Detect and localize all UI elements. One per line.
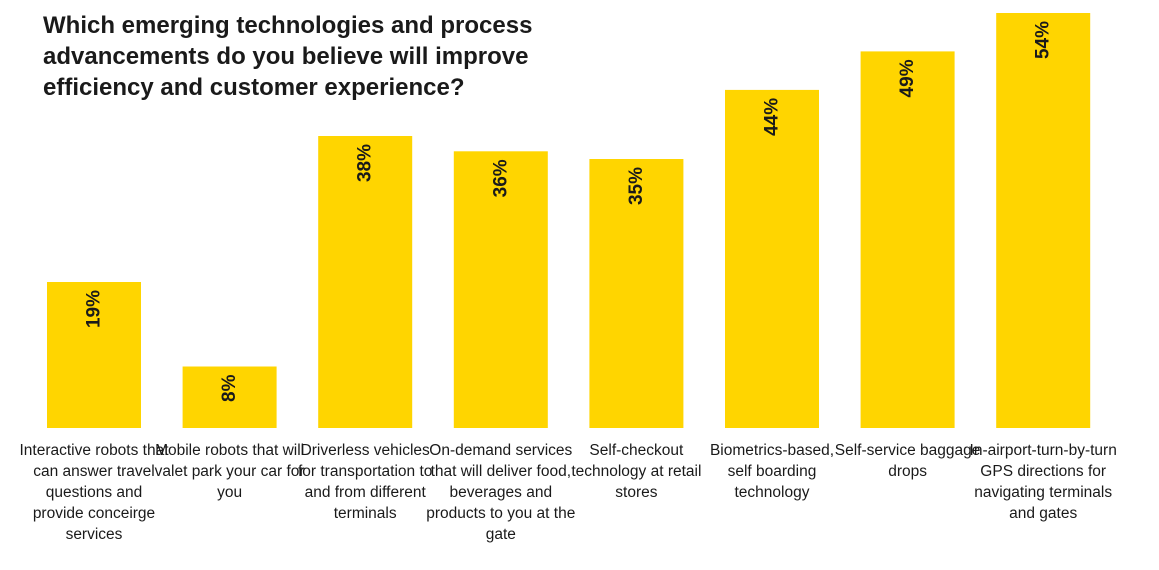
bar-8 [996, 13, 1091, 428]
bar-2 [182, 366, 277, 428]
category-label-4: On-demand services that will deliver foo… [426, 442, 576, 543]
chart-title: Which emerging technologies and process … [43, 12, 533, 101]
bar-value-label-6: 44% [762, 98, 783, 136]
bar-value-label-4: 36% [490, 159, 511, 197]
category-label-6: Biometrics-based, self boarding technolo… [709, 442, 835, 501]
bar-value-label-1: 19% [84, 290, 105, 328]
bar-1 [47, 282, 141, 428]
bar-value-label-7: 49% [897, 59, 918, 97]
bar-value-label-8: 54% [1033, 21, 1054, 59]
category-label-3: Driverless vehicles for transportation t… [297, 442, 433, 522]
bar-5 [589, 159, 684, 428]
bar-value-label-5: 35% [626, 167, 647, 205]
category-label-1: Interactive robots that can answer trave… [19, 442, 169, 543]
bar-3 [318, 136, 413, 428]
bar-value-label-2: 8% [219, 374, 240, 402]
bar-6 [725, 89, 819, 429]
category-label-7: Self-service baggage drops [834, 442, 981, 480]
category-label-5: Self-checkout technology at retail store… [571, 442, 702, 501]
bar-4 [453, 151, 548, 429]
category-label-2: Mobile robots that will valet park your … [154, 442, 305, 501]
bar-value-label-3: 38% [355, 144, 376, 182]
bar-7 [860, 51, 955, 429]
category-label-8: In-airport-turn-by-turn GPS directions f… [969, 442, 1117, 522]
